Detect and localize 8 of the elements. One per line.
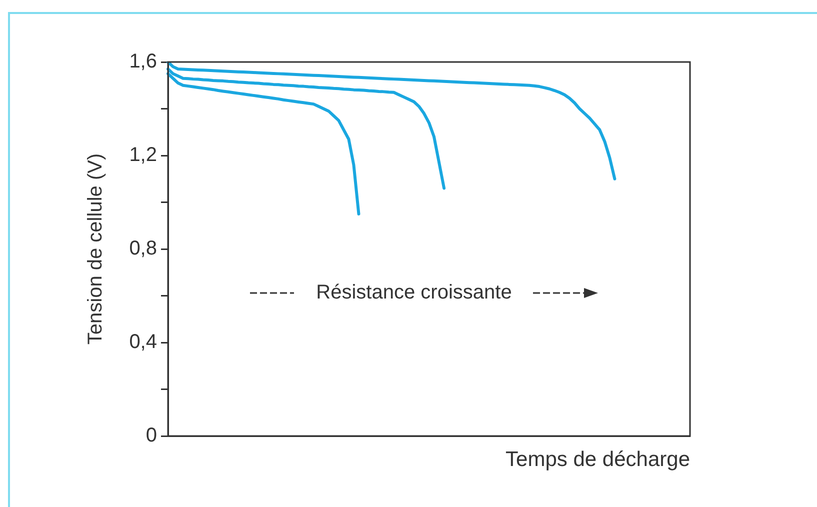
y-tick-label: 1,6 — [129, 50, 157, 73]
y-tick-label: 0,4 — [129, 331, 157, 354]
x-axis-title: Temps de décharge — [506, 448, 690, 472]
y-tick-label: 1,2 — [129, 144, 157, 166]
y-axis-title: Tension de cellule (V) — [84, 153, 107, 345]
y-tick-label: 0,8 — [129, 238, 157, 260]
y-tick-label: 0 — [146, 424, 157, 447]
annotation: Résistance croissante — [316, 282, 512, 304]
